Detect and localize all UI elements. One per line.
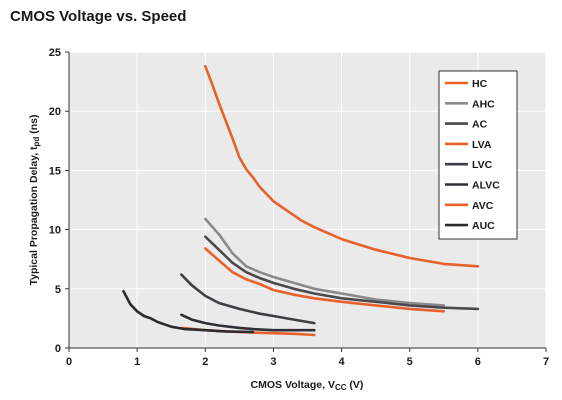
x-tick-label: 3	[270, 356, 276, 368]
y-tick-label: 15	[49, 165, 61, 177]
y-tick-labels: 0 5 10 15 20 25	[49, 47, 61, 355]
y-axis-label: Typical Propagation Delay, tpd (ns)	[28, 114, 41, 285]
series-group	[122, 64, 480, 337]
y-tick-label: 0	[55, 343, 61, 355]
x-axis-label: CMOS Voltage, VCC (V)	[251, 379, 364, 392]
legend-label-alvc: ALVC	[472, 180, 500, 192]
y-tick-label: 5	[55, 284, 61, 296]
legend-label-auc: AUC	[472, 220, 495, 232]
legend: HC AHC AC LVA LVC ALVC AVC AUC	[438, 70, 518, 240]
x-axis-label-tail: (V)	[347, 379, 364, 391]
y-axis-label-sub: pd	[32, 137, 41, 147]
y-tick-label: 20	[49, 106, 61, 118]
legend-box	[438, 70, 518, 240]
x-tick-label: 2	[202, 356, 208, 368]
series-line-lva	[204, 247, 446, 313]
x-axis-label-sub: CC	[335, 383, 347, 392]
x-tick-label: 7	[543, 356, 549, 368]
y-axis-label-tail: (ns)	[28, 114, 40, 136]
y-tick-label: 10	[49, 225, 61, 237]
y-axis-label-main: Typical Propagation Delay, t	[28, 146, 40, 286]
series-line-lvc	[180, 273, 316, 325]
series-line-ac	[204, 235, 480, 311]
x-axis-label-main: CMOS Voltage, V	[251, 379, 335, 391]
chart-title: CMOS Voltage vs. Speed	[10, 8, 187, 25]
legend-label-ahc: AHC	[472, 98, 495, 110]
legend-label-hc: HC	[472, 78, 488, 90]
x-tick-label: 6	[475, 356, 481, 368]
series-line-alvc	[180, 313, 316, 332]
x-tick-labels: 0 1 2 3 4 5 6 7	[66, 356, 549, 368]
series-line-auc	[122, 289, 255, 334]
legend-label-lvc: LVC	[472, 159, 493, 171]
legend-label-avc: AVC	[472, 200, 494, 212]
series-line-hc	[204, 64, 480, 268]
axes	[65, 51, 547, 352]
legend-label-ac: AC	[472, 119, 488, 131]
x-tick-label: 1	[134, 356, 140, 368]
x-tick-label: 5	[407, 356, 413, 368]
x-tick-label: 0	[66, 356, 72, 368]
y-tick-label: 25	[49, 47, 61, 59]
legend-label-lva: LVA	[472, 139, 492, 151]
series-line-ahc	[204, 217, 446, 307]
x-tick-label: 4	[339, 356, 346, 368]
